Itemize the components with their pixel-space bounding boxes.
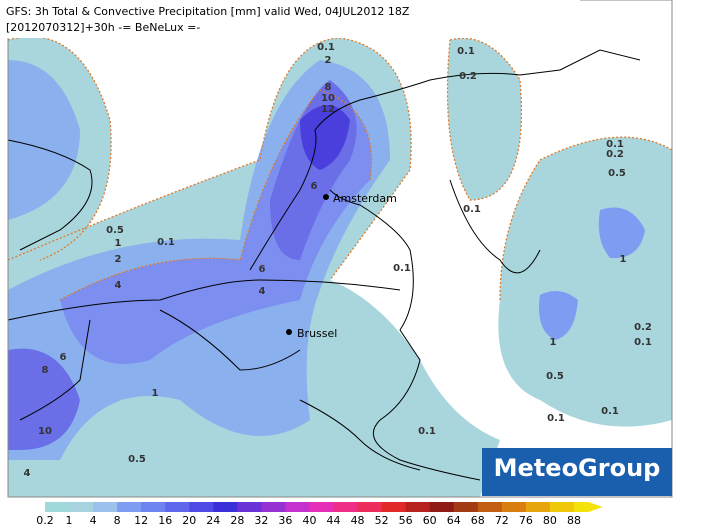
logo-box [482, 448, 672, 496]
legend-swatch [285, 502, 310, 512]
contour-label: 2 [115, 254, 122, 265]
legend-label: 16 [158, 514, 172, 527]
contour-label: 0.5 [546, 371, 564, 382]
contour-label: 0.5 [106, 225, 124, 236]
legend-swatch [93, 502, 118, 512]
contour-label: 2 [325, 55, 332, 66]
legend-swatch [69, 502, 94, 512]
contour-label: 0.1 [393, 263, 411, 274]
contour-label: 0.2 [606, 149, 624, 160]
legend-label: 40 [302, 514, 316, 527]
contour-label: 8 [42, 365, 49, 376]
legend-swatch [213, 502, 238, 512]
contour-label: 0.5 [128, 454, 146, 465]
header-subtitle: [2012070312]+30h -= BeNeLux =- [6, 21, 200, 34]
legend-label: 80 [543, 514, 557, 527]
contour-label: 6 [259, 264, 266, 275]
contour-label: 1 [620, 254, 627, 265]
header-title: GFS: 3h Total & Convective Precipitation… [6, 5, 410, 18]
legend-swatch [453, 502, 479, 512]
contour-label: 6 [311, 181, 318, 192]
contour-label: 0.1 [634, 337, 652, 348]
city-dot [286, 329, 292, 335]
city-label: Brussel [297, 327, 337, 340]
legend-label: 60 [423, 514, 437, 527]
logo: MeteoGroup [494, 454, 661, 482]
color-legend: 0.2 1 4 8 12 16 20 24 28 32 36 40 44 48 52 56 60 64 68 72 76… [36, 502, 603, 527]
contour-label: 1 [152, 388, 159, 399]
city-dot [323, 194, 329, 200]
coastlines-borders [7, 49, 641, 481]
legend-label: 88 [567, 514, 581, 527]
legend-label: 48 [351, 514, 365, 527]
legend-swatch [309, 502, 335, 512]
map-frame [7, 0, 673, 498]
contour-label: 0.1 [457, 46, 475, 57]
contour-label: 6 [60, 352, 67, 363]
contour-label: 4 [115, 280, 122, 291]
city-label: Amsterdam [333, 192, 397, 205]
legend-label: 32 [254, 514, 268, 527]
legend-label: 36 [278, 514, 292, 527]
precipitation-fields [8, 36, 672, 497]
legend-swatch [189, 502, 214, 512]
contour-label: 10 [321, 93, 335, 104]
legend-swatch [477, 502, 503, 512]
contour-label: 4 [259, 286, 266, 297]
legend-label: 0.2 [36, 514, 54, 527]
legend-label: 20 [182, 514, 196, 527]
contour-label: 0.1 [157, 237, 175, 248]
legend-label: 24 [206, 514, 220, 527]
contour-label: 0.1 [606, 139, 624, 150]
contour-label: 0.1 [418, 426, 436, 437]
legend-label: 52 [375, 514, 389, 527]
legend-swatch [165, 502, 190, 512]
contour-label: 4 [24, 468, 31, 479]
legend-swatch [549, 502, 575, 512]
legend-label: 56 [399, 514, 413, 527]
legend-label: 68 [471, 514, 485, 527]
contour-label: 0.1 [601, 406, 619, 417]
contour-label: 8 [325, 82, 332, 93]
contour-label: 0.1 [463, 204, 481, 215]
legend-swatch [381, 502, 407, 512]
legend-label: 1 [66, 514, 73, 527]
legend-label: 44 [327, 514, 341, 527]
contour-label: 0.2 [459, 71, 477, 82]
legend-swatch [429, 502, 455, 512]
legend-label: 12 [134, 514, 148, 527]
legend-label: 76 [519, 514, 533, 527]
contour-labels: 0.128101260.10.20.10.10.20.510.5120.1464… [24, 42, 652, 479]
contour-label: 1 [550, 337, 557, 348]
legend-swatch [333, 502, 359, 512]
contour-lines [7, 36, 673, 301]
legend-swatch [117, 502, 142, 512]
contour-label: 0.5 [608, 168, 626, 179]
legend-swatch [261, 502, 286, 512]
contour-label: 10 [38, 426, 52, 437]
legend-swatch [501, 502, 527, 512]
legend-swatch [525, 502, 551, 512]
legend-swatch [357, 502, 383, 512]
legend-arrow [573, 502, 603, 512]
contour-label: 0.2 [634, 322, 652, 333]
contour-label: 1 [115, 238, 122, 249]
contour-label: 0.1 [317, 42, 335, 53]
contour-label: 12 [321, 104, 335, 115]
legend-swatch [237, 502, 262, 512]
legend-label: 8 [114, 514, 121, 527]
contour-label: 0.1 [547, 413, 565, 424]
legend-label: 72 [495, 514, 509, 527]
header-box [0, 0, 580, 38]
legend-swatch [405, 502, 431, 512]
legend-label: 4 [90, 514, 97, 527]
legend-label: 28 [230, 514, 244, 527]
legend-swatch [141, 502, 166, 512]
legend-label: 64 [447, 514, 461, 527]
legend-swatch [45, 502, 70, 512]
